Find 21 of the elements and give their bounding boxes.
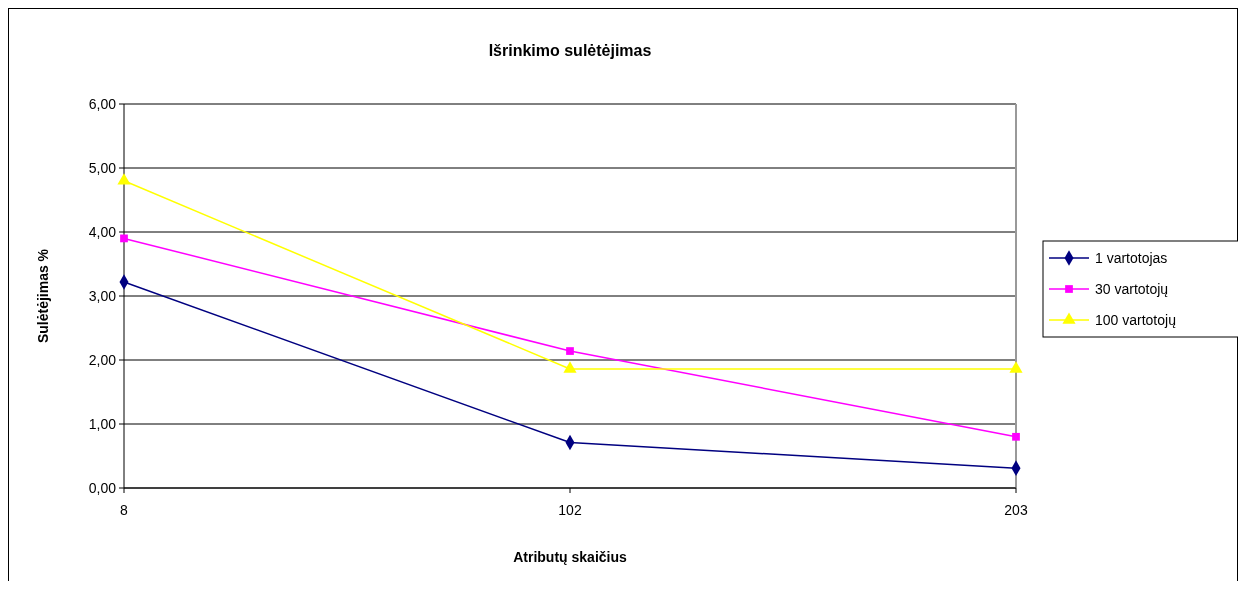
legend-label: 100 vartotojų (1095, 311, 1177, 328)
legend-label: 30 vartotojų (1095, 280, 1169, 297)
y-tick-label: 4,00 (88, 223, 117, 240)
legend-label: 1 vartotojas (1095, 249, 1168, 266)
y-axis-title: Sulėtėjimas % (35, 248, 51, 344)
y-tick-label: 5,00 (88, 159, 117, 176)
point (117, 173, 131, 185)
y-tick-label: 2,00 (88, 351, 117, 368)
y-tick-label: 3,00 (88, 287, 117, 304)
point (1012, 432, 1020, 441)
y-tick-label: 6,00 (88, 95, 117, 112)
point (1009, 361, 1023, 373)
x-tick-label: 8 (120, 502, 129, 518)
y-tick-label: 0,00 (88, 479, 117, 496)
x-axis-title: Atributų skaičius (513, 549, 627, 565)
x-tick-label: 203 (1004, 502, 1028, 518)
x-tick-label: 102 (558, 502, 582, 518)
chart-title: Išrinkimo sulėtėjimas (488, 42, 652, 59)
y-tick-label: 1,00 (88, 415, 117, 432)
point (563, 361, 577, 373)
point (566, 347, 574, 355)
